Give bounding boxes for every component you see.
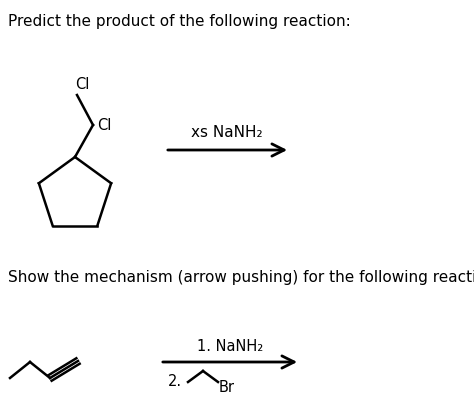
Text: 2.: 2. [168, 374, 182, 389]
Text: Predict the product of the following reaction:: Predict the product of the following rea… [8, 14, 351, 29]
Text: Show the mechanism (arrow pushing) for the following reaction:: Show the mechanism (arrow pushing) for t… [8, 270, 474, 285]
Text: xs NaNH₂: xs NaNH₂ [191, 125, 263, 140]
Text: Cl: Cl [75, 77, 90, 92]
Text: Br: Br [219, 380, 235, 395]
Text: Cl: Cl [97, 118, 111, 133]
Text: 1. NaNH₂: 1. NaNH₂ [197, 339, 263, 354]
